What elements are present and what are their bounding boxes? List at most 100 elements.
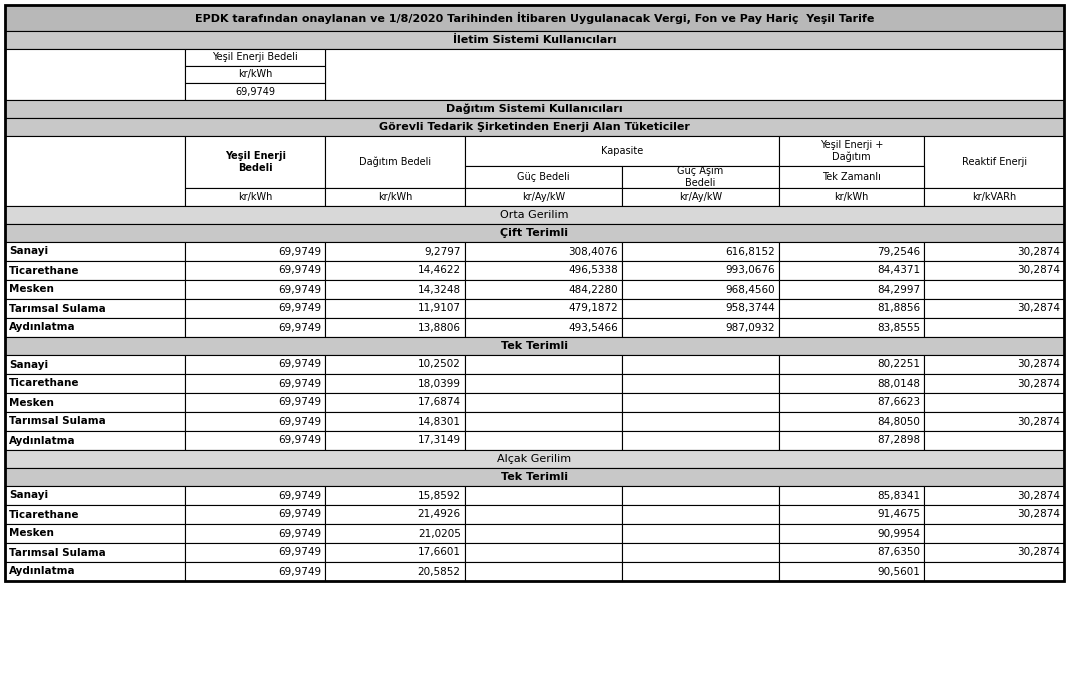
Text: kr/kWh: kr/kWh bbox=[835, 192, 869, 202]
Bar bbox=[779, 280, 925, 299]
Text: kr/Ay/kW: kr/Ay/kW bbox=[522, 192, 564, 202]
Text: 17,6601: 17,6601 bbox=[418, 547, 461, 557]
Bar bbox=[5, 49, 185, 100]
Text: 17,6874: 17,6874 bbox=[418, 398, 461, 407]
Bar bbox=[5, 374, 185, 393]
Bar bbox=[5, 118, 1064, 136]
Text: 493,5466: 493,5466 bbox=[568, 323, 618, 332]
Text: 69,9749: 69,9749 bbox=[278, 284, 321, 295]
Text: 30,2874: 30,2874 bbox=[1017, 246, 1060, 256]
Bar bbox=[779, 393, 925, 412]
Bar bbox=[5, 486, 185, 505]
Text: 69,9749: 69,9749 bbox=[278, 304, 321, 314]
Bar bbox=[185, 318, 325, 337]
Text: 9,2797: 9,2797 bbox=[424, 246, 461, 256]
Bar bbox=[5, 450, 1064, 468]
Bar bbox=[779, 299, 925, 318]
Text: 958,3744: 958,3744 bbox=[725, 304, 775, 314]
Bar bbox=[325, 261, 465, 280]
Text: Sanayi: Sanayi bbox=[9, 246, 48, 256]
Text: 496,5338: 496,5338 bbox=[568, 265, 618, 276]
Bar bbox=[5, 562, 185, 581]
Bar bbox=[5, 5, 1064, 31]
Text: 15,8592: 15,8592 bbox=[418, 491, 461, 500]
Text: Tek Terimli: Tek Terimli bbox=[501, 341, 568, 351]
Bar bbox=[779, 188, 925, 206]
Bar bbox=[465, 318, 622, 337]
Bar bbox=[465, 505, 622, 524]
Text: 81,8856: 81,8856 bbox=[878, 304, 920, 314]
Bar bbox=[622, 524, 779, 543]
Bar bbox=[325, 393, 465, 412]
Bar bbox=[925, 505, 1064, 524]
Text: 69,9749: 69,9749 bbox=[278, 435, 321, 445]
Text: 84,2997: 84,2997 bbox=[878, 284, 920, 295]
Bar bbox=[185, 242, 325, 261]
Text: Orta Gerilim: Orta Gerilim bbox=[500, 210, 569, 220]
Bar bbox=[465, 393, 622, 412]
Bar bbox=[325, 280, 465, 299]
Bar bbox=[465, 486, 622, 505]
Text: kr/Ay/kW: kr/Ay/kW bbox=[679, 192, 722, 202]
Bar bbox=[185, 524, 325, 543]
Text: 17,3149: 17,3149 bbox=[418, 435, 461, 445]
Text: 69,9749: 69,9749 bbox=[278, 566, 321, 577]
Bar bbox=[325, 136, 465, 188]
Text: 21,0205: 21,0205 bbox=[418, 528, 461, 538]
Text: Sanayi: Sanayi bbox=[9, 360, 48, 370]
Text: kr/kWh: kr/kWh bbox=[238, 192, 273, 202]
Bar bbox=[779, 524, 925, 543]
Bar bbox=[465, 299, 622, 318]
Bar bbox=[5, 318, 185, 337]
Text: Yeşil Enerji +
Dağıtım: Yeşil Enerji + Dağıtım bbox=[820, 140, 883, 162]
Bar bbox=[325, 299, 465, 318]
Text: 80,2251: 80,2251 bbox=[878, 360, 920, 370]
Text: 84,8050: 84,8050 bbox=[878, 416, 920, 426]
Text: 968,4560: 968,4560 bbox=[725, 284, 775, 295]
Text: Ticarethane: Ticarethane bbox=[9, 510, 79, 519]
Bar bbox=[925, 318, 1064, 337]
Text: EPDK tarafından onaylanan ve 1/8/2020 Tarihinden İtibaren Uygulanacak Vergi, Fon: EPDK tarafından onaylanan ve 1/8/2020 Ta… bbox=[195, 12, 874, 24]
Text: 479,1872: 479,1872 bbox=[568, 304, 618, 314]
Bar bbox=[622, 486, 779, 505]
Bar bbox=[465, 543, 622, 562]
Text: 90,9954: 90,9954 bbox=[878, 528, 920, 538]
Text: 30,2874: 30,2874 bbox=[1017, 491, 1060, 500]
Text: 69,9749: 69,9749 bbox=[278, 547, 321, 557]
Bar bbox=[185, 393, 325, 412]
Text: 69,9749: 69,9749 bbox=[278, 491, 321, 500]
Text: Yeşil Enerji Bedeli: Yeşil Enerji Bedeli bbox=[213, 52, 298, 62]
Text: 308,4076: 308,4076 bbox=[569, 246, 618, 256]
Bar bbox=[185, 431, 325, 450]
Bar bbox=[779, 261, 925, 280]
Bar bbox=[325, 374, 465, 393]
Bar bbox=[925, 242, 1064, 261]
Text: İletim Sistemi Kullanıcıları: İletim Sistemi Kullanıcıları bbox=[453, 35, 616, 45]
Bar bbox=[325, 412, 465, 431]
Text: 69,9749: 69,9749 bbox=[278, 379, 321, 389]
Bar bbox=[465, 374, 622, 393]
Bar bbox=[622, 188, 779, 206]
Text: 87,6623: 87,6623 bbox=[878, 398, 920, 407]
Text: 87,2898: 87,2898 bbox=[878, 435, 920, 445]
Text: Mesken: Mesken bbox=[9, 528, 53, 538]
Text: 10,2502: 10,2502 bbox=[418, 360, 461, 370]
Bar bbox=[925, 355, 1064, 374]
Bar bbox=[5, 393, 185, 412]
Bar bbox=[779, 562, 925, 581]
Bar bbox=[325, 49, 1064, 100]
Bar bbox=[622, 261, 779, 280]
Text: Mesken: Mesken bbox=[9, 398, 53, 407]
Bar bbox=[325, 543, 465, 562]
Text: 91,4675: 91,4675 bbox=[878, 510, 920, 519]
Text: 30,2874: 30,2874 bbox=[1017, 379, 1060, 389]
Text: Aydınlatma: Aydınlatma bbox=[9, 566, 76, 577]
Bar bbox=[925, 543, 1064, 562]
Text: 88,0148: 88,0148 bbox=[878, 379, 920, 389]
Bar bbox=[465, 136, 779, 166]
Bar bbox=[779, 543, 925, 562]
Bar bbox=[779, 505, 925, 524]
Text: Dağıtım Sistemi Kullanıcıları: Dağıtım Sistemi Kullanıcıları bbox=[446, 104, 623, 114]
Text: 69,9749: 69,9749 bbox=[278, 510, 321, 519]
Text: 69,9749: 69,9749 bbox=[278, 416, 321, 426]
